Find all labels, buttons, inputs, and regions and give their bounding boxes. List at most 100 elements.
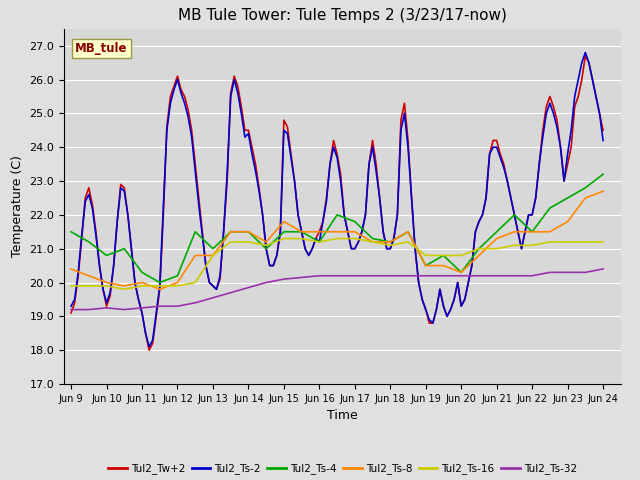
Tul2_Ts-16	[369, 239, 376, 245]
Tul2_Ts-32	[351, 273, 358, 278]
Tul2_Ts-8	[351, 229, 358, 235]
Tul2_Ts-16	[138, 283, 146, 289]
Tul2_Ts-32	[475, 273, 483, 278]
Tul2_Ts-4	[440, 252, 447, 258]
Tul2_Ts-32	[333, 273, 341, 278]
Tul2_Ts-4	[422, 263, 429, 268]
Tul2_Ts-4	[528, 229, 536, 235]
Y-axis label: Temperature (C): Temperature (C)	[11, 156, 24, 257]
Title: MB Tule Tower: Tule Temps 2 (3/23/17-now): MB Tule Tower: Tule Temps 2 (3/23/17-now…	[178, 9, 507, 24]
Tul2_Ts-8	[191, 252, 199, 258]
Tul2_Ts-16	[546, 239, 554, 245]
Tul2_Ts-2	[145, 344, 153, 349]
Tul2_Ts-8	[458, 269, 465, 275]
Tul2_Ts-4	[546, 205, 554, 211]
Tul2_Ts-8	[102, 280, 110, 286]
Tul2_Ts-8	[85, 273, 93, 278]
Tul2_Tw+2	[443, 313, 451, 319]
Tul2_Ts-32	[564, 269, 572, 275]
Tul2_Ts-32	[298, 275, 305, 280]
Tul2_Ts-32	[102, 305, 110, 311]
X-axis label: Time: Time	[327, 409, 358, 422]
Tul2_Ts-16	[209, 252, 217, 258]
Tul2_Ts-16	[458, 252, 465, 258]
Tul2_Ts-32	[422, 273, 429, 278]
Tul2_Ts-32	[67, 307, 75, 312]
Tul2_Ts-32	[85, 307, 93, 312]
Tul2_Ts-32	[191, 300, 199, 306]
Tul2_Ts-4	[280, 229, 288, 235]
Tul2_Tw+2	[145, 348, 153, 353]
Tul2_Ts-16	[67, 283, 75, 289]
Tul2_Ts-8	[440, 263, 447, 268]
Tul2_Ts-4	[316, 239, 323, 245]
Tul2_Ts-32	[369, 273, 376, 278]
Tul2_Ts-8	[582, 195, 589, 201]
Tul2_Ts-2	[599, 138, 607, 144]
Tul2_Ts-16	[511, 242, 518, 248]
Tul2_Ts-4	[475, 246, 483, 252]
Tul2_Ts-8	[387, 239, 394, 245]
Tul2_Ts-8	[316, 229, 323, 235]
Tul2_Ts-32	[493, 273, 500, 278]
Tul2_Tw+2	[599, 127, 607, 133]
Tul2_Ts-16	[227, 239, 234, 245]
Tul2_Ts-8	[120, 283, 128, 289]
Tul2_Ts-4	[387, 239, 394, 245]
Tul2_Ts-8	[333, 229, 341, 235]
Tul2_Ts-32	[209, 295, 217, 300]
Line: Tul2_Ts-8: Tul2_Ts-8	[71, 191, 603, 289]
Tul2_Ts-4	[599, 171, 607, 177]
Tul2_Ts-16	[333, 236, 341, 241]
Line: Tul2_Ts-4: Tul2_Ts-4	[71, 174, 603, 283]
Tul2_Ts-32	[404, 273, 412, 278]
Tul2_Ts-4	[191, 229, 199, 235]
Tul2_Ts-4	[564, 195, 572, 201]
Tul2_Ts-8	[173, 280, 181, 286]
Tul2_Ts-8	[227, 229, 234, 235]
Tul2_Ts-8	[404, 229, 412, 235]
Tul2_Ts-16	[262, 242, 270, 248]
Tul2_Ts-4	[138, 269, 146, 275]
Tul2_Ts-8	[422, 263, 429, 268]
Tul2_Ts-8	[369, 239, 376, 245]
Tul2_Ts-32	[458, 273, 465, 278]
Tul2_Ts-4	[404, 229, 412, 235]
Tul2_Ts-2	[596, 110, 604, 116]
Tul2_Ts-16	[422, 252, 429, 258]
Tul2_Ts-4	[493, 229, 500, 235]
Tul2_Ts-16	[298, 236, 305, 241]
Tul2_Ts-4	[511, 212, 518, 218]
Tul2_Ts-2	[394, 212, 401, 218]
Tul2_Ts-4	[85, 239, 93, 245]
Tul2_Ts-16	[493, 246, 500, 252]
Tul2_Ts-8	[564, 219, 572, 225]
Tul2_Ts-16	[156, 283, 164, 289]
Tul2_Ts-4	[262, 246, 270, 252]
Tul2_Ts-8	[262, 239, 270, 245]
Tul2_Ts-32	[262, 280, 270, 286]
Tul2_Ts-8	[511, 229, 518, 235]
Tul2_Ts-32	[528, 273, 536, 278]
Tul2_Ts-32	[582, 269, 589, 275]
Tul2_Tw+2	[67, 310, 75, 316]
Line: Tul2_Ts-16: Tul2_Ts-16	[71, 239, 603, 289]
Tul2_Ts-2	[582, 49, 589, 55]
Tul2_Ts-32	[599, 266, 607, 272]
Tul2_Ts-4	[458, 269, 465, 275]
Tul2_Ts-8	[280, 219, 288, 225]
Tul2_Ts-4	[369, 236, 376, 241]
Tul2_Ts-2	[443, 313, 451, 319]
Tul2_Ts-16	[582, 239, 589, 245]
Tul2_Ts-4	[102, 252, 110, 258]
Tul2_Ts-8	[209, 252, 217, 258]
Tul2_Ts-32	[120, 307, 128, 312]
Tul2_Ts-4	[209, 246, 217, 252]
Tul2_Ts-16	[244, 239, 252, 245]
Tul2_Ts-2	[330, 144, 337, 150]
Tul2_Ts-16	[280, 236, 288, 241]
Tul2_Tw+2	[394, 212, 401, 218]
Tul2_Ts-32	[227, 290, 234, 296]
Tul2_Ts-32	[138, 305, 146, 311]
Tul2_Tw+2	[596, 110, 604, 116]
